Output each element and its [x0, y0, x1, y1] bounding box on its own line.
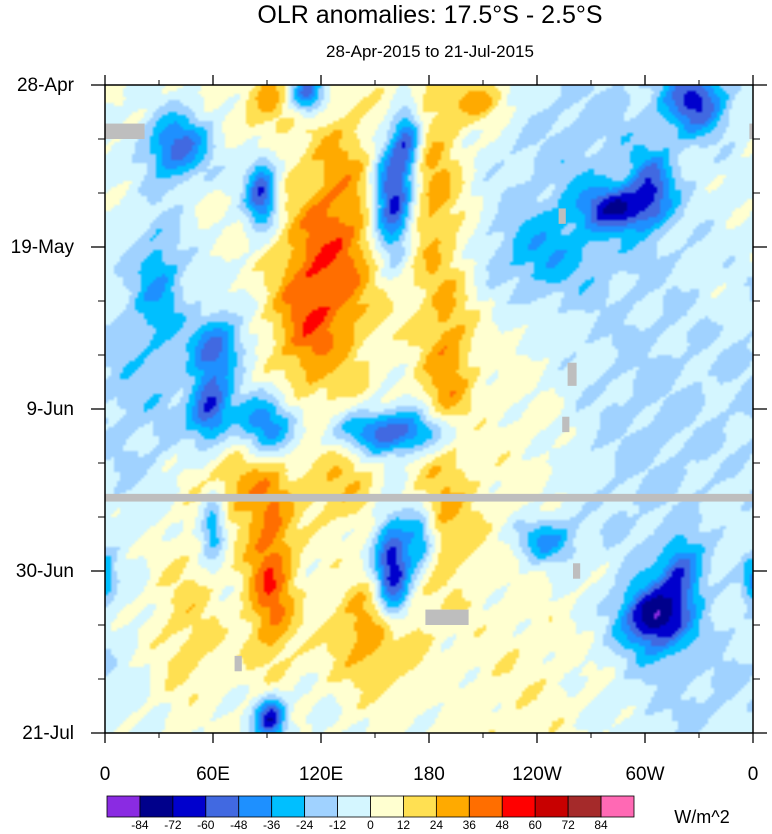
- colorbar-swatch: [304, 795, 338, 818]
- missing-data-region: [567, 362, 577, 386]
- colorbar-swatch: [238, 795, 273, 818]
- y-tick-label: 9-Jun: [26, 399, 74, 420]
- colorbar-swatch: [600, 795, 635, 818]
- colorbar-label: 0: [367, 818, 374, 832]
- colorbar-swatch: [468, 795, 503, 818]
- x-axis: 0 60E 120E 180 120W 60W 0: [100, 75, 759, 785]
- colorbar-swatch: [370, 795, 404, 818]
- colorbar-label: -60: [197, 818, 215, 832]
- heatmap-image: [105, 85, 753, 733]
- colorbar-swatch: [271, 795, 306, 818]
- colorbar-label: 48: [496, 818, 510, 832]
- missing-data-region: [425, 609, 469, 625]
- x-tick-label: 120W: [512, 764, 562, 785]
- colorbar-label: 84: [594, 818, 608, 832]
- colorbar-swatch: [567, 795, 602, 818]
- colorbar-label: 60: [529, 818, 543, 832]
- x-tick-label: 0: [100, 764, 111, 785]
- colorbar-label: -48: [230, 818, 248, 832]
- colorbar-swatch: [139, 795, 174, 818]
- colorbar-label: -72: [164, 818, 182, 832]
- missing-data-layer: [105, 123, 753, 672]
- chart-title: OLR anomalies: 17.5°S - 2.5°S: [257, 1, 602, 29]
- x-tick-label: 60E: [196, 764, 230, 785]
- y-tick-label: 21-Jul: [22, 723, 74, 744]
- x-tick-label: 0: [748, 764, 759, 785]
- colorbar-label: 12: [397, 818, 411, 832]
- colorbar-label: 24: [430, 818, 444, 832]
- colorbar-label: -36: [263, 818, 281, 832]
- x-tick-label: 120E: [299, 764, 343, 785]
- missing-data-region: [105, 123, 145, 139]
- x-tick-label: 60W: [625, 764, 664, 785]
- plot-frame: [104, 84, 754, 734]
- missing-data-region: [562, 416, 570, 433]
- y-tick-label: 28-Apr: [17, 75, 75, 96]
- missing-data-region: [749, 123, 753, 139]
- colorbar-label: -12: [329, 818, 347, 832]
- colorbar-units-label: W/m^2: [674, 807, 729, 827]
- colorbar-swatch: [435, 795, 470, 818]
- colorbar-swatch: [534, 795, 569, 818]
- missing-data-region: [573, 563, 581, 579]
- colorbar-label: 72: [561, 818, 575, 832]
- heatmap-field: [105, 85, 753, 733]
- x-tick-label: 180: [413, 764, 445, 785]
- missing-data-region: [234, 655, 242, 672]
- y-tick-label: 19-May: [11, 237, 75, 258]
- colorbar-label: 36: [463, 818, 477, 832]
- y-tick-label: 30-Jun: [16, 561, 74, 582]
- missing-data-region: [558, 208, 566, 224]
- colorbar-label: -84: [131, 818, 149, 832]
- colorbar-swatch: [501, 795, 536, 818]
- colorbar-swatch: [205, 795, 240, 818]
- colorbar-swatch: [106, 795, 141, 818]
- colorbar-swatch: [337, 795, 371, 818]
- chart-subtitle: 28-Apr-2015 to 21-Jul-2015: [326, 42, 534, 61]
- colorbar-swatch: [172, 795, 207, 818]
- colorbar: -84 -72 -60 -48 -36 -24 -12 0 12 24 36 48 60 72 84: [106, 795, 635, 832]
- colorbar-swatch: [403, 795, 437, 818]
- missing-data-region: [105, 493, 753, 502]
- y-axis: 28-Apr 19-May 9-Jun 30-Jun 21-Jul: [11, 75, 767, 744]
- colorbar-label: -24: [296, 818, 314, 832]
